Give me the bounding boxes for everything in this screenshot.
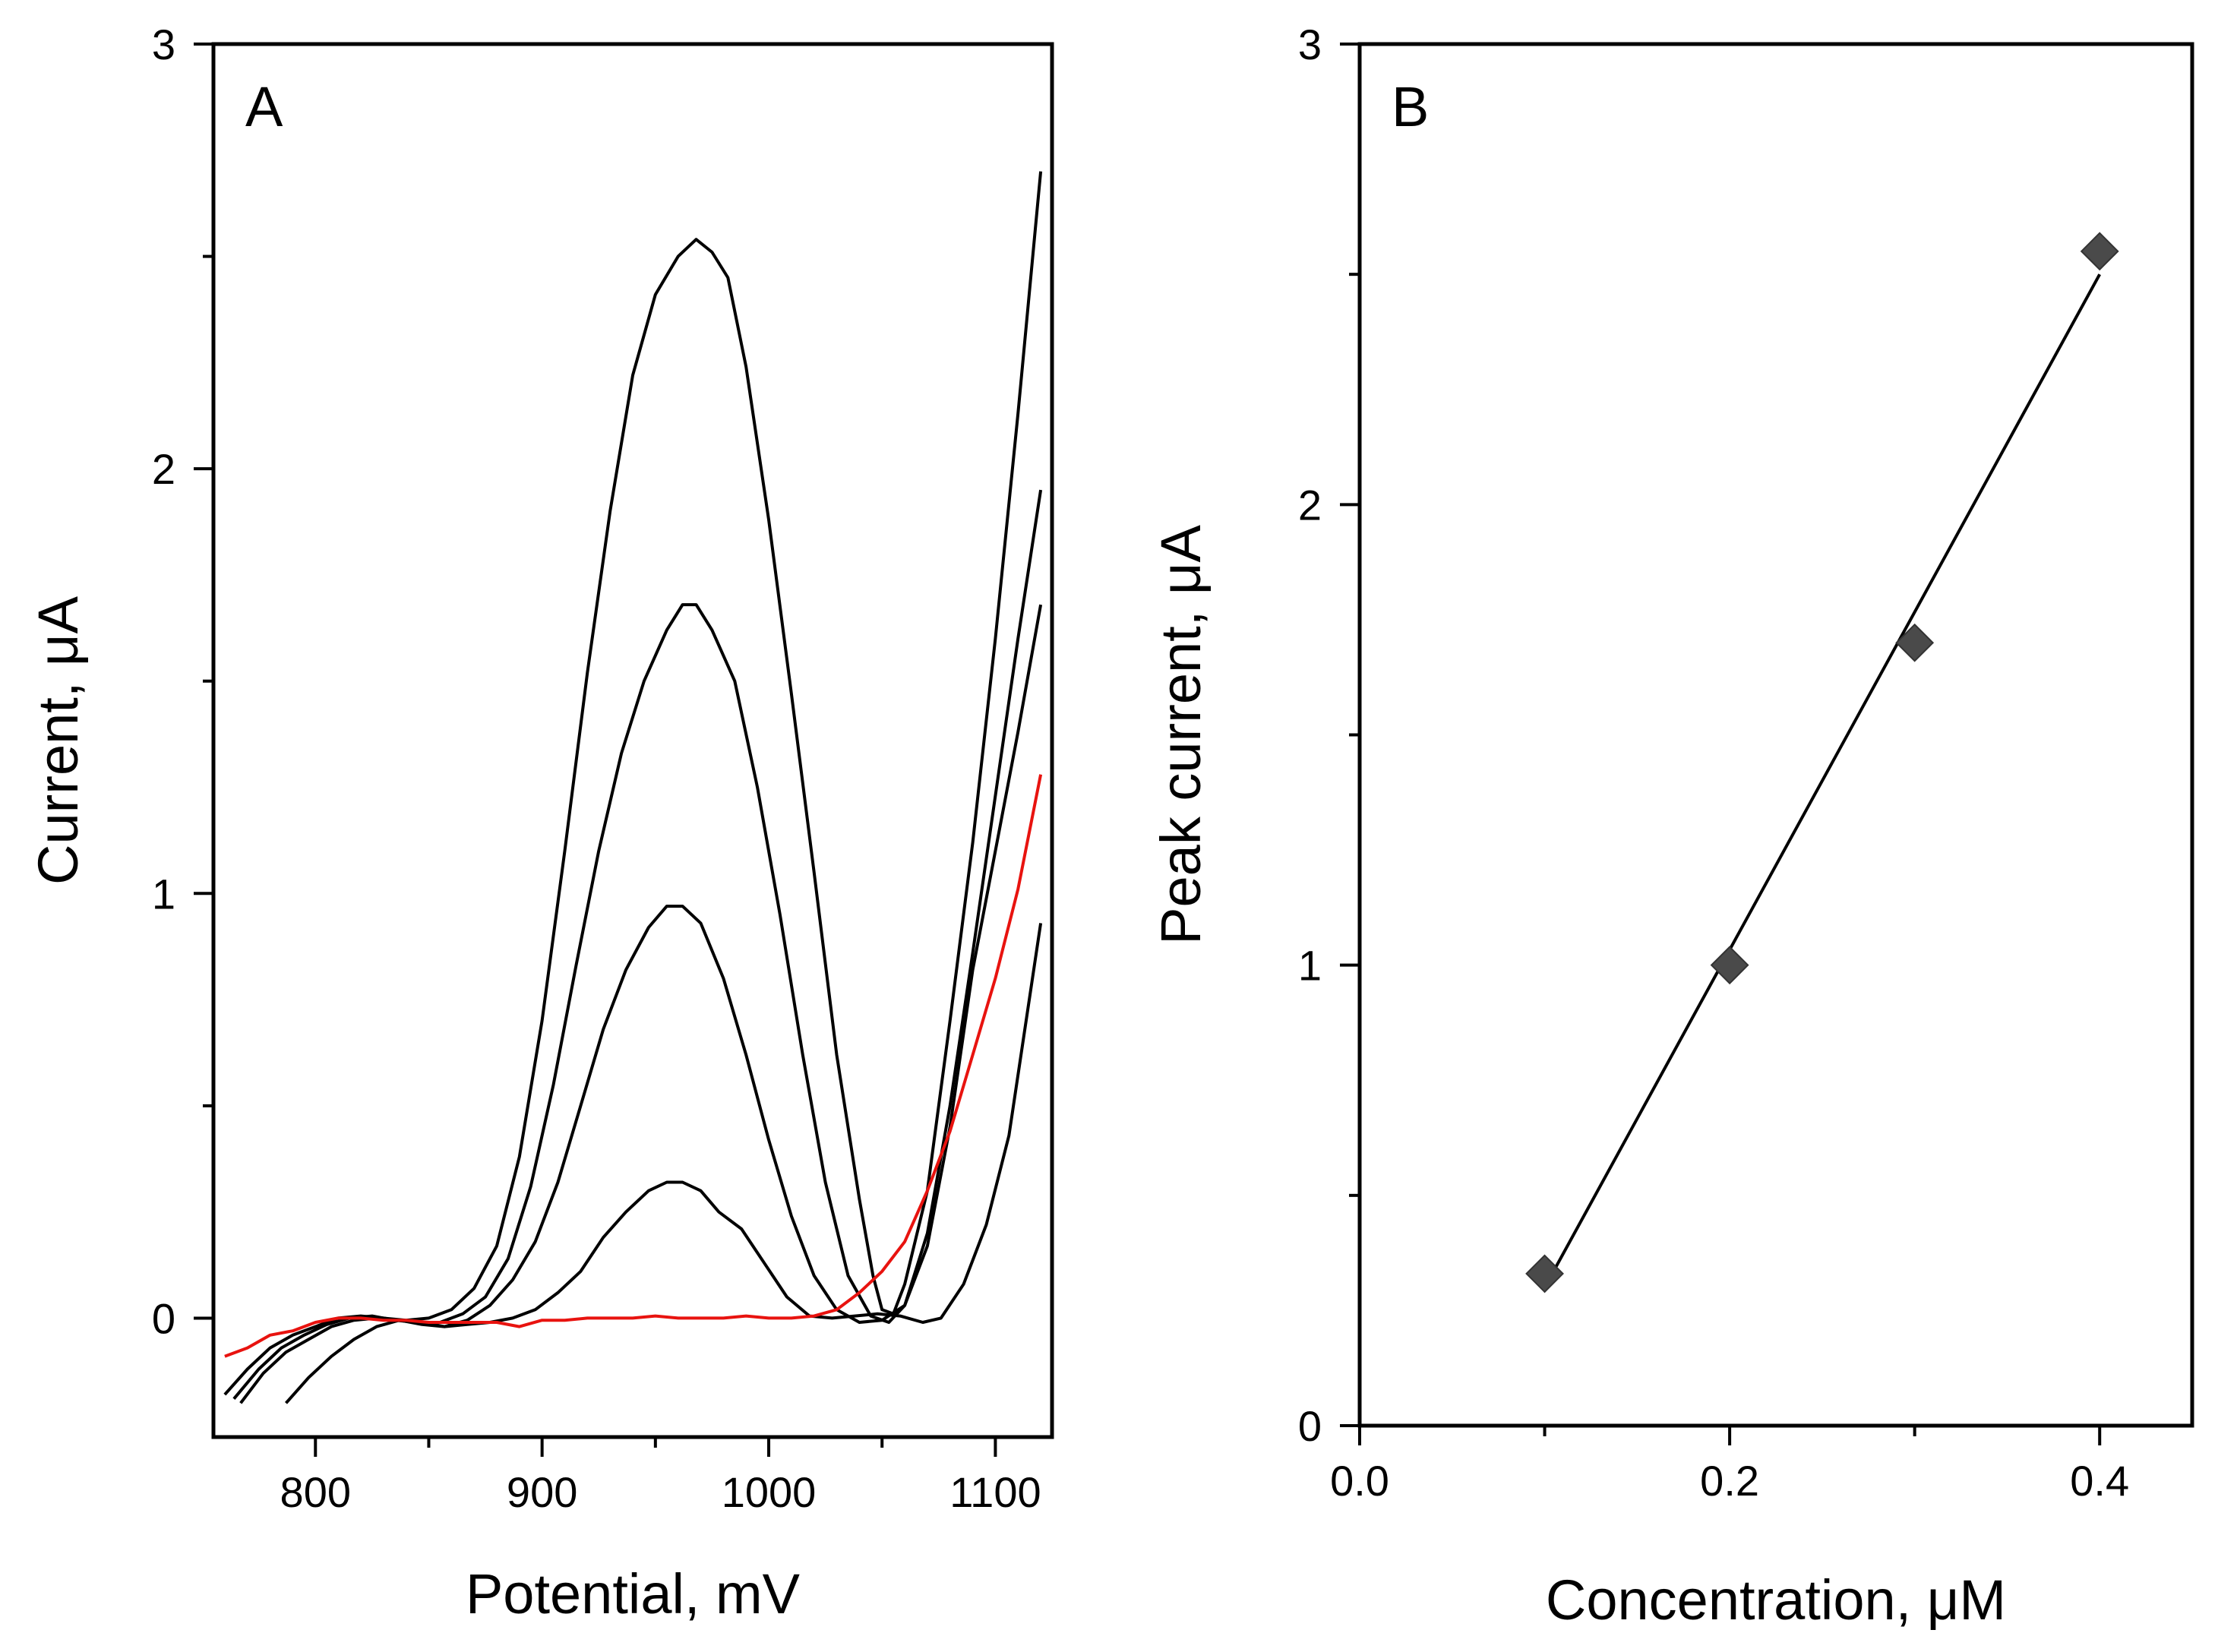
panel-a-y-tick-label: 1 xyxy=(152,870,175,918)
panel-a-x-axis-title: Potential, mV xyxy=(466,1562,801,1625)
panel-a-frame xyxy=(211,42,1054,1439)
panel-b-x-axis-title: Concentration, μM xyxy=(1546,1568,2006,1631)
panel-a-y-tick-label: 3 xyxy=(152,21,175,68)
panel-a: 800 900 1000 1100 0 1 2 3 A Potential, mV Curre… xyxy=(27,21,1054,1625)
panel-a-series xyxy=(223,171,1043,1404)
panel-b-data-point xyxy=(1710,946,1749,985)
panel-b: 0.0 0.2 0.4 0 1 2 3 B Concentration, μM Peak c… xyxy=(1149,21,2194,1631)
panel-b-x-tick-label: 0.4 xyxy=(2070,1457,2129,1505)
panel-b-data-point xyxy=(1895,623,1935,662)
panel-a-ticks: 800 900 1000 1100 0 1 2 3 xyxy=(152,21,1041,1516)
panel-b-y-tick-label: 2 xyxy=(1298,481,1322,529)
panel-b-y-axis-title: Peak current, μA xyxy=(1149,525,1212,945)
panel-b-data-point xyxy=(2080,232,2119,271)
panel-a-x-tick-label: 1100 xyxy=(949,1468,1041,1516)
panel-b-x-tick-label: 0.2 xyxy=(1700,1457,1759,1505)
panel-a-x-tick-label: 800 xyxy=(280,1468,351,1516)
panel-a-label: A xyxy=(245,75,283,138)
panel-a-y-tick-label: 0 xyxy=(152,1294,175,1342)
panel-b-x-tick-label: 0.0 xyxy=(1330,1457,1389,1505)
panel-b-fit-line xyxy=(1543,273,2101,1289)
panel-a-x-tick-label: 1000 xyxy=(722,1468,817,1516)
panel-b-label: B xyxy=(1392,75,1429,138)
panel-a-series-line-5 xyxy=(224,774,1043,1358)
panel-b-y-tick-label: 3 xyxy=(1298,21,1322,68)
panel-a-y-axis-title: Current, μA xyxy=(27,595,90,885)
panel-b-y-tick-label: 1 xyxy=(1298,942,1322,990)
panel-b-frame xyxy=(1357,42,2194,1428)
panel-b-data-point xyxy=(1525,1254,1564,1293)
panel-b-y-tick-label: 0 xyxy=(1298,1402,1322,1450)
panel-a-x-tick-label: 900 xyxy=(507,1468,577,1516)
panel-a-y-tick-label: 2 xyxy=(152,445,175,493)
panel-b-series xyxy=(1525,232,2119,1293)
panel-b-ticks: 0.0 0.2 0.4 0 1 2 3 xyxy=(1298,21,2129,1505)
